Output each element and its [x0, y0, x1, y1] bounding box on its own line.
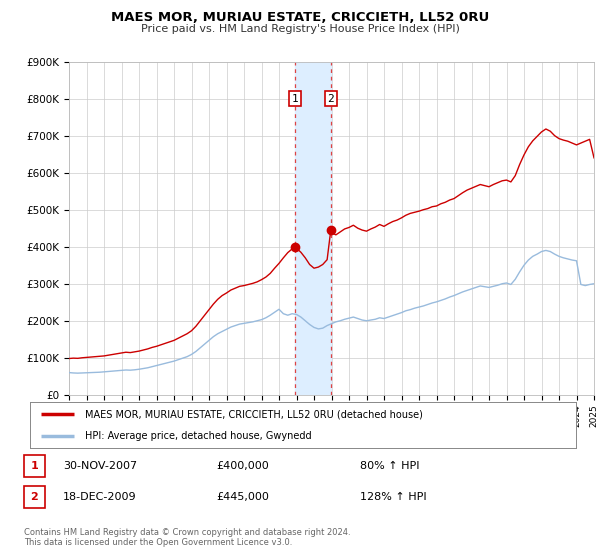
Text: 80% ↑ HPI: 80% ↑ HPI [360, 461, 419, 471]
Text: £400,000: £400,000 [216, 461, 269, 471]
Text: 1: 1 [31, 461, 38, 471]
Text: MAES MOR, MURIAU ESTATE, CRICCIETH, LL52 0RU (detached house): MAES MOR, MURIAU ESTATE, CRICCIETH, LL52… [85, 409, 422, 419]
Text: HPI: Average price, detached house, Gwynedd: HPI: Average price, detached house, Gwyn… [85, 431, 311, 441]
Bar [295, 62, 331, 395]
Text: 2: 2 [328, 94, 334, 104]
Text: 128% ↑ HPI: 128% ↑ HPI [360, 492, 427, 502]
Text: Contains HM Land Registry data © Crown copyright and database right 2024.
This d: Contains HM Land Registry data © Crown c… [24, 528, 350, 547]
Text: Price paid vs. HM Land Registry's House Price Index (HPI): Price paid vs. HM Land Registry's House … [140, 24, 460, 34]
Text: 2: 2 [31, 492, 38, 502]
Text: 1: 1 [292, 94, 298, 104]
Text: 18-DEC-2009: 18-DEC-2009 [63, 492, 137, 502]
Text: 30-NOV-2007: 30-NOV-2007 [63, 461, 137, 471]
Text: MAES MOR, MURIAU ESTATE, CRICCIETH, LL52 0RU: MAES MOR, MURIAU ESTATE, CRICCIETH, LL52… [111, 11, 489, 24]
Text: £445,000: £445,000 [216, 492, 269, 502]
